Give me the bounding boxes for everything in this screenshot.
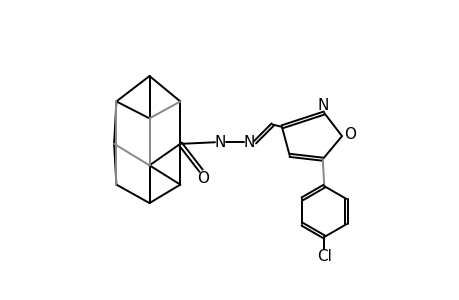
Text: N: N [214, 135, 225, 150]
Text: N: N [243, 135, 255, 150]
Text: O: O [344, 127, 356, 142]
Text: Cl: Cl [316, 250, 331, 265]
Text: O: O [197, 171, 209, 186]
Text: N: N [317, 98, 329, 113]
